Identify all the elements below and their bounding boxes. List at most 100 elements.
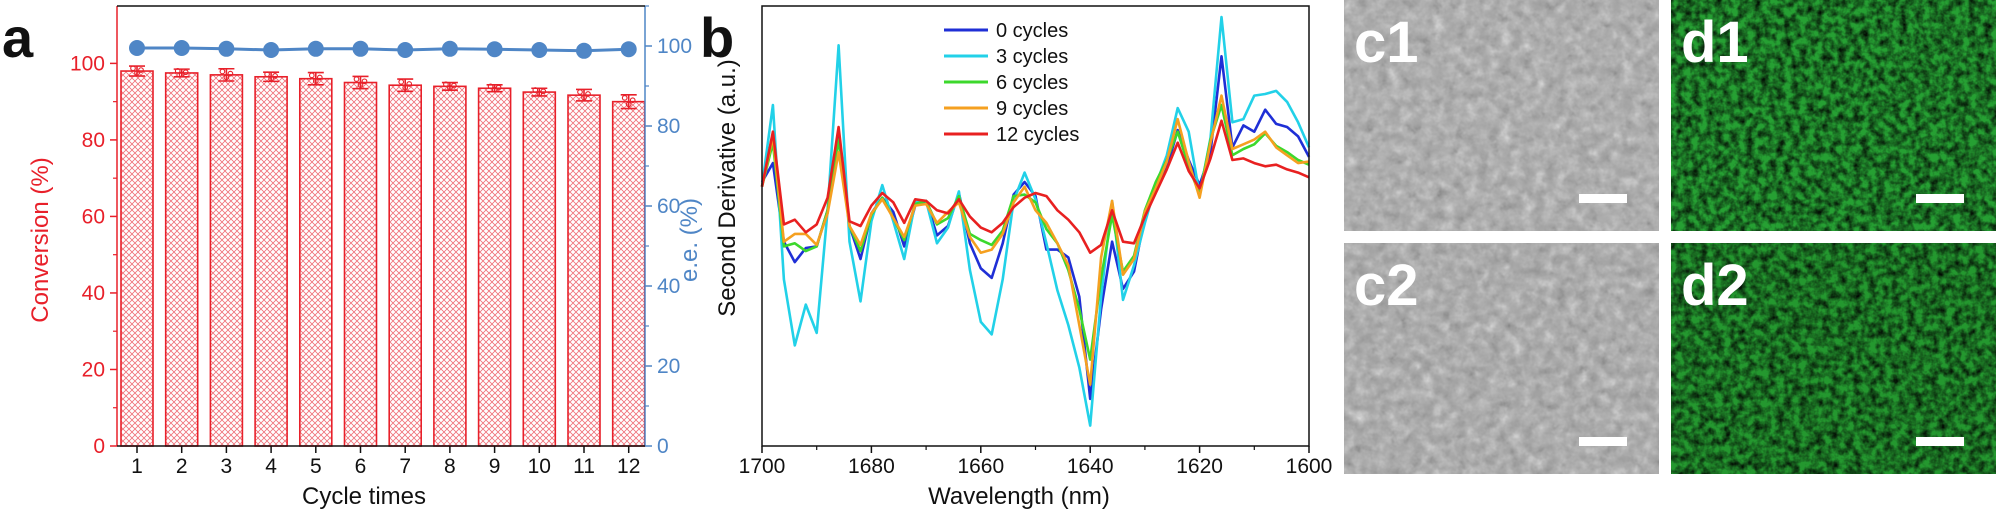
conversion-bar	[522, 91, 557, 447]
right-tick-label: 40	[657, 275, 680, 298]
micrograph-label: d2	[1681, 253, 1749, 318]
ee-point	[307, 40, 324, 57]
x-tick-label: 1660	[957, 455, 1004, 478]
x-tick-label: 1680	[848, 455, 895, 478]
replicate-point	[621, 95, 628, 101]
replicate-point	[182, 69, 189, 76]
scale-bar	[1916, 437, 1964, 446]
left-tick-label: 0	[93, 435, 105, 458]
category-tick-label: 1	[131, 455, 143, 478]
legend-label: 0 cycles	[996, 20, 1068, 42]
right-tick-label: 20	[657, 355, 680, 378]
micrograph-d1: d1	[1671, 0, 1996, 231]
panel-b-legend: 0 cycles 3 cycles 6 cycles 9 cycles 12 cycle…	[944, 20, 1079, 146]
micrograph-c1: c1	[1344, 0, 1659, 231]
scale-bar	[1916, 194, 1964, 203]
conversion-bar	[209, 74, 244, 447]
micrograph-d2: d2	[1671, 243, 1996, 474]
replicate-point	[312, 78, 319, 84]
series-line	[760, 119, 1310, 254]
replicate-point	[227, 70, 234, 77]
replicate-point	[174, 68, 181, 74]
replicate-point	[357, 82, 364, 88]
ee-point	[352, 40, 369, 57]
replicate-point	[316, 74, 323, 81]
ee-point	[397, 42, 414, 58]
replicate-point	[585, 91, 591, 97]
replicate-point	[629, 97, 636, 104]
ee-line	[137, 46, 629, 53]
replicate-point	[361, 78, 368, 85]
micrograph-grid: c1 d1 c2 d2	[1344, 0, 1996, 474]
micrograph-texture	[1671, 0, 1996, 231]
category-tick-label: 2	[176, 455, 188, 478]
conversion-bar	[567, 94, 601, 447]
replicate-point	[487, 83, 494, 90]
second-derivative-axis-title: Second Derivative (a.u.)	[714, 59, 741, 316]
replicate-point	[447, 85, 453, 91]
category-tick-label: 11	[573, 455, 595, 478]
ee-point	[263, 42, 280, 58]
wavelength-axis-title: Wavelength (nm)	[928, 483, 1110, 510]
replicate-point	[625, 101, 632, 108]
panel-label-a: a	[2, 6, 34, 69]
replicate-point	[223, 74, 230, 81]
replicate-point	[138, 67, 144, 73]
conversion-error-bars	[129, 65, 637, 110]
replicate-point	[402, 84, 409, 91]
conversion-bar	[477, 87, 512, 447]
right-tick-label: 80	[657, 115, 680, 138]
panel-b-axes: 1700 1680 1660 1640 1620 1600	[739, 5, 1333, 478]
left-tick-label: 80	[82, 129, 105, 152]
x-tick-label: 1700	[739, 455, 786, 478]
ee-point	[531, 42, 548, 58]
category-tick-label: 5	[310, 455, 322, 478]
ee-point	[576, 42, 592, 59]
replicate-point	[540, 88, 547, 95]
ee-point	[441, 40, 458, 57]
category-tick-label: 4	[265, 455, 277, 478]
left-tick-label: 40	[82, 282, 105, 305]
legend-label: 6 cycles	[996, 72, 1068, 94]
replicate-point	[406, 81, 413, 87]
micrograph-texture	[1344, 243, 1659, 474]
legend-label: 9 cycles	[996, 98, 1068, 120]
scale-bar	[1579, 437, 1627, 446]
conversion-bar	[164, 72, 199, 447]
cycle-times-axis-title: Cycle times	[302, 483, 426, 510]
micrograph-texture	[1344, 0, 1659, 231]
micrograph-texture	[1671, 243, 1996, 474]
category-tick-label: 12	[617, 455, 640, 478]
replicate-point	[272, 73, 278, 79]
category-tick-label: 7	[399, 455, 411, 478]
x-tick-label: 1600	[1286, 455, 1333, 478]
replicate-point	[495, 84, 502, 91]
panel-b-line-chart: b 1700 1680 1660 1640 1620 1600 0 cycles 3 cyc…	[700, 5, 1333, 510]
ee-axis-title: e.e. (%)	[676, 198, 703, 282]
replicate-point	[130, 65, 136, 72]
conversion-bar	[611, 100, 646, 447]
ee-point	[620, 41, 637, 58]
ee-line-series	[129, 40, 637, 59]
conversion-bar	[298, 77, 333, 447]
panel-label-b: b	[700, 6, 734, 69]
micrograph-c2: c2	[1344, 243, 1659, 474]
x-tick-label: 1640	[1067, 455, 1114, 478]
ee-point	[129, 40, 145, 56]
category-tick-label: 9	[489, 455, 501, 478]
conversion-bar	[120, 70, 154, 447]
conversion-bar	[388, 84, 423, 447]
micrograph-label: d1	[1681, 10, 1749, 75]
second-derivative-plot	[760, 15, 1311, 427]
replicate-point	[308, 72, 315, 79]
right-tick-label: 0	[657, 435, 669, 458]
micrograph-label: c2	[1354, 253, 1419, 318]
replicate-point	[536, 90, 543, 97]
left-tick-label: 20	[82, 358, 105, 381]
replicate-point	[581, 94, 587, 101]
replicate-point	[398, 78, 405, 85]
conversion-bar	[254, 75, 288, 447]
